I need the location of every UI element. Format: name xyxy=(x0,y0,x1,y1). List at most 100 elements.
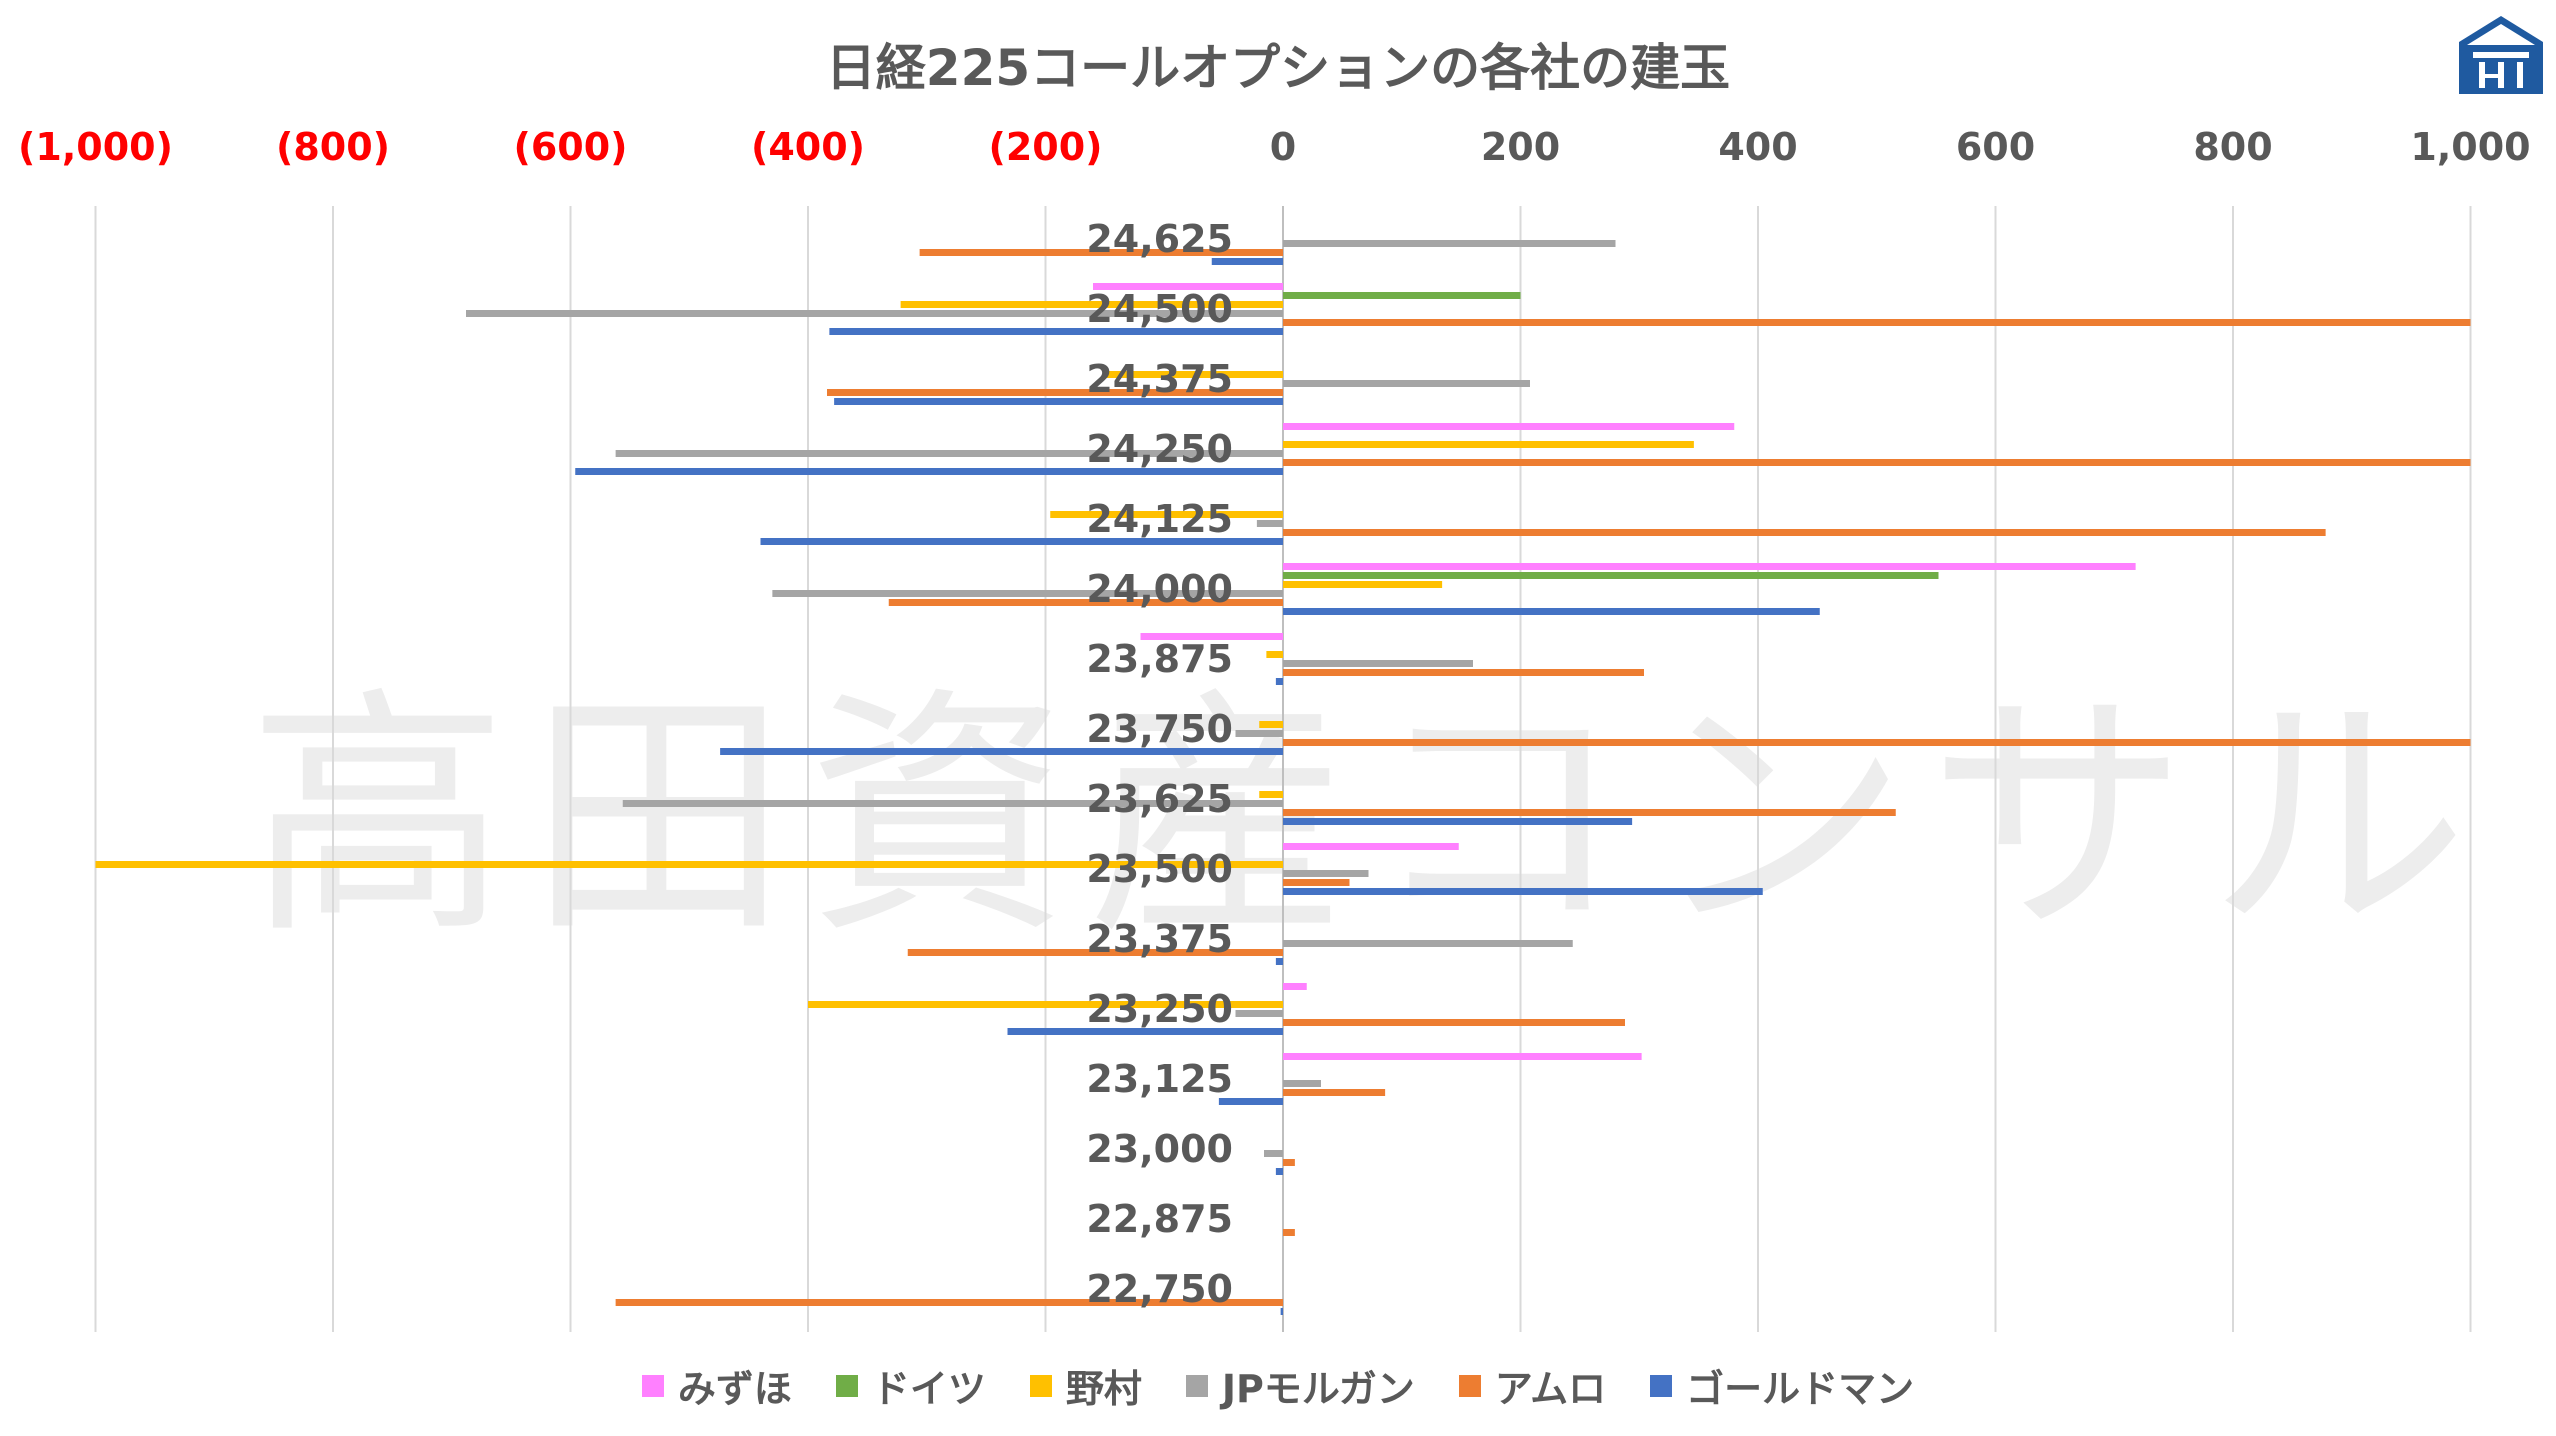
bar-5-2 xyxy=(834,398,1283,405)
bar-0-5 xyxy=(1283,563,2136,570)
category-label-14: 22,875 xyxy=(1086,1197,1233,1241)
category-label-13: 23,000 xyxy=(1086,1127,1233,1171)
legend-item-1: ドイツ xyxy=(835,1358,986,1413)
category-label-8: 23,625 xyxy=(1086,777,1233,821)
bar-3-4 xyxy=(1256,520,1283,527)
bar-5-9 xyxy=(1283,888,1763,895)
category-label-10: 23,375 xyxy=(1086,917,1233,961)
bar-4-8 xyxy=(1283,809,1896,816)
x-tick-label-6: 200 xyxy=(1481,125,1560,169)
category-label-5: 24,000 xyxy=(1086,567,1233,611)
x-axis-ticks: (1,000) (800) (600) (400) (200) 0 200 400 600 800… xyxy=(18,125,2531,169)
bar-5-7 xyxy=(720,748,1283,755)
bar-1-5 xyxy=(1283,572,1939,579)
bar-4-15 xyxy=(615,1299,1283,1306)
legend-label-2: 野村 xyxy=(1065,1367,1142,1411)
legend-item-2: 野村 xyxy=(1029,1358,1142,1413)
bar-3-3 xyxy=(615,450,1283,457)
bar-3-6 xyxy=(1283,660,1473,667)
x-tick-label-8: 600 xyxy=(1956,125,2035,169)
bar-4-5 xyxy=(888,599,1283,606)
bar-4-14 xyxy=(1283,1229,1295,1236)
bar-3-8 xyxy=(622,800,1283,807)
bar-3-1 xyxy=(466,310,1283,317)
bar-5-8 xyxy=(1283,818,1633,825)
x-tick-label-3: (400) xyxy=(751,125,865,169)
category-label-6: 23,875 xyxy=(1086,637,1233,681)
category-label-9: 23,500 xyxy=(1086,847,1233,891)
chart-plot: (1,000) (800) (600) (400) (200) 0 200 400 600 800… xyxy=(18,125,2531,1332)
category-label-2: 24,375 xyxy=(1086,357,1233,401)
legend-swatch-4 xyxy=(1458,1374,1481,1397)
bar-4-13 xyxy=(1283,1159,1295,1166)
house-logo-icon xyxy=(2459,16,2543,94)
x-tick-label-9: 800 xyxy=(2193,125,2272,169)
bar-2-6 xyxy=(1266,651,1283,658)
bar-4-6 xyxy=(1283,669,1644,676)
bar-2-7 xyxy=(1259,721,1283,728)
bar-0-9 xyxy=(1283,843,1459,850)
bar-5-1 xyxy=(829,328,1283,335)
x-tick-label-7: 400 xyxy=(1718,125,1797,169)
x-tick-label-5: 0 xyxy=(1270,125,1296,169)
bar-0-1 xyxy=(1093,283,1283,290)
legend-swatch-1 xyxy=(835,1374,858,1397)
category-label-1: 24,500 xyxy=(1086,287,1233,331)
x-tick-label-1: (800) xyxy=(276,125,390,169)
bar-4-12 xyxy=(1283,1089,1386,1096)
bar-5-3 xyxy=(575,468,1283,475)
category-labels: 24,625 24,500 24,375 24,250 24,125 24,000 23,8… xyxy=(1086,217,1233,1311)
x-tick-label-4: (200) xyxy=(988,125,1102,169)
bar-3-12 xyxy=(1283,1080,1321,1087)
bar-0-12 xyxy=(1283,1053,1642,1060)
bar-4-4 xyxy=(1283,529,2326,536)
bar-5-4 xyxy=(760,538,1283,545)
category-label-15: 22,750 xyxy=(1086,1267,1233,1311)
legend-swatch-3 xyxy=(1185,1374,1208,1397)
bar-2-5 xyxy=(1283,581,1443,588)
bar-5-5 xyxy=(1283,608,1820,615)
bar-2-1 xyxy=(900,301,1283,308)
legend-swatch-5 xyxy=(1650,1374,1673,1397)
category-label-3: 24,250 xyxy=(1086,427,1233,471)
bar-4-9 xyxy=(1283,879,1350,886)
legend-item-3: JPモルガン xyxy=(1185,1358,1415,1413)
bar-3-11 xyxy=(1235,1010,1283,1017)
bar-3-10 xyxy=(1283,940,1573,947)
x-tick-label-2: (600) xyxy=(513,125,627,169)
bar-5-13 xyxy=(1275,1168,1283,1175)
bar-2-4 xyxy=(1050,511,1283,518)
category-label-4: 24,125 xyxy=(1086,497,1233,541)
legend-item-5: ゴールドマン xyxy=(1650,1358,1914,1413)
bar-group xyxy=(95,240,2471,1315)
bar-5-6 xyxy=(1275,678,1283,685)
bar-3-9 xyxy=(1283,870,1369,877)
bar-2-9 xyxy=(95,861,1283,868)
category-label-7: 23,750 xyxy=(1086,707,1233,751)
bar-0-6 xyxy=(1140,633,1283,640)
category-label-0: 24,625 xyxy=(1086,217,1233,261)
bar-5-15 xyxy=(1280,1308,1283,1315)
category-label-11: 23,250 xyxy=(1086,987,1233,1031)
bar-2-2 xyxy=(1104,371,1283,378)
chart-title: 日経225コールオプションの各社の建玉 xyxy=(825,39,1731,97)
legend-label-3: JPモルガン xyxy=(1221,1367,1415,1411)
bar-5-0 xyxy=(1211,258,1283,265)
bar-0-3 xyxy=(1283,423,1735,430)
bar-5-12 xyxy=(1218,1098,1283,1105)
bar-4-1 xyxy=(1283,319,2471,326)
bar-4-7 xyxy=(1283,739,2471,746)
bar-4-0 xyxy=(919,249,1283,256)
bar-3-0 xyxy=(1283,240,1616,247)
bar-0-11 xyxy=(1283,983,1307,990)
category-label-12: 23,125 xyxy=(1086,1057,1233,1101)
legend: みずほ ドイツ 野村 JPモルガン アムロ ゴールドマン xyxy=(0,1358,2556,1413)
legend-swatch-0 xyxy=(641,1374,664,1397)
bar-2-8 xyxy=(1259,791,1283,798)
bar-5-10 xyxy=(1275,958,1283,965)
legend-swatch-2 xyxy=(1029,1374,1052,1397)
bar-3-5 xyxy=(772,590,1283,597)
bar-3-13 xyxy=(1264,1150,1283,1157)
bar-2-3 xyxy=(1283,441,1694,448)
bar-4-2 xyxy=(827,389,1283,396)
